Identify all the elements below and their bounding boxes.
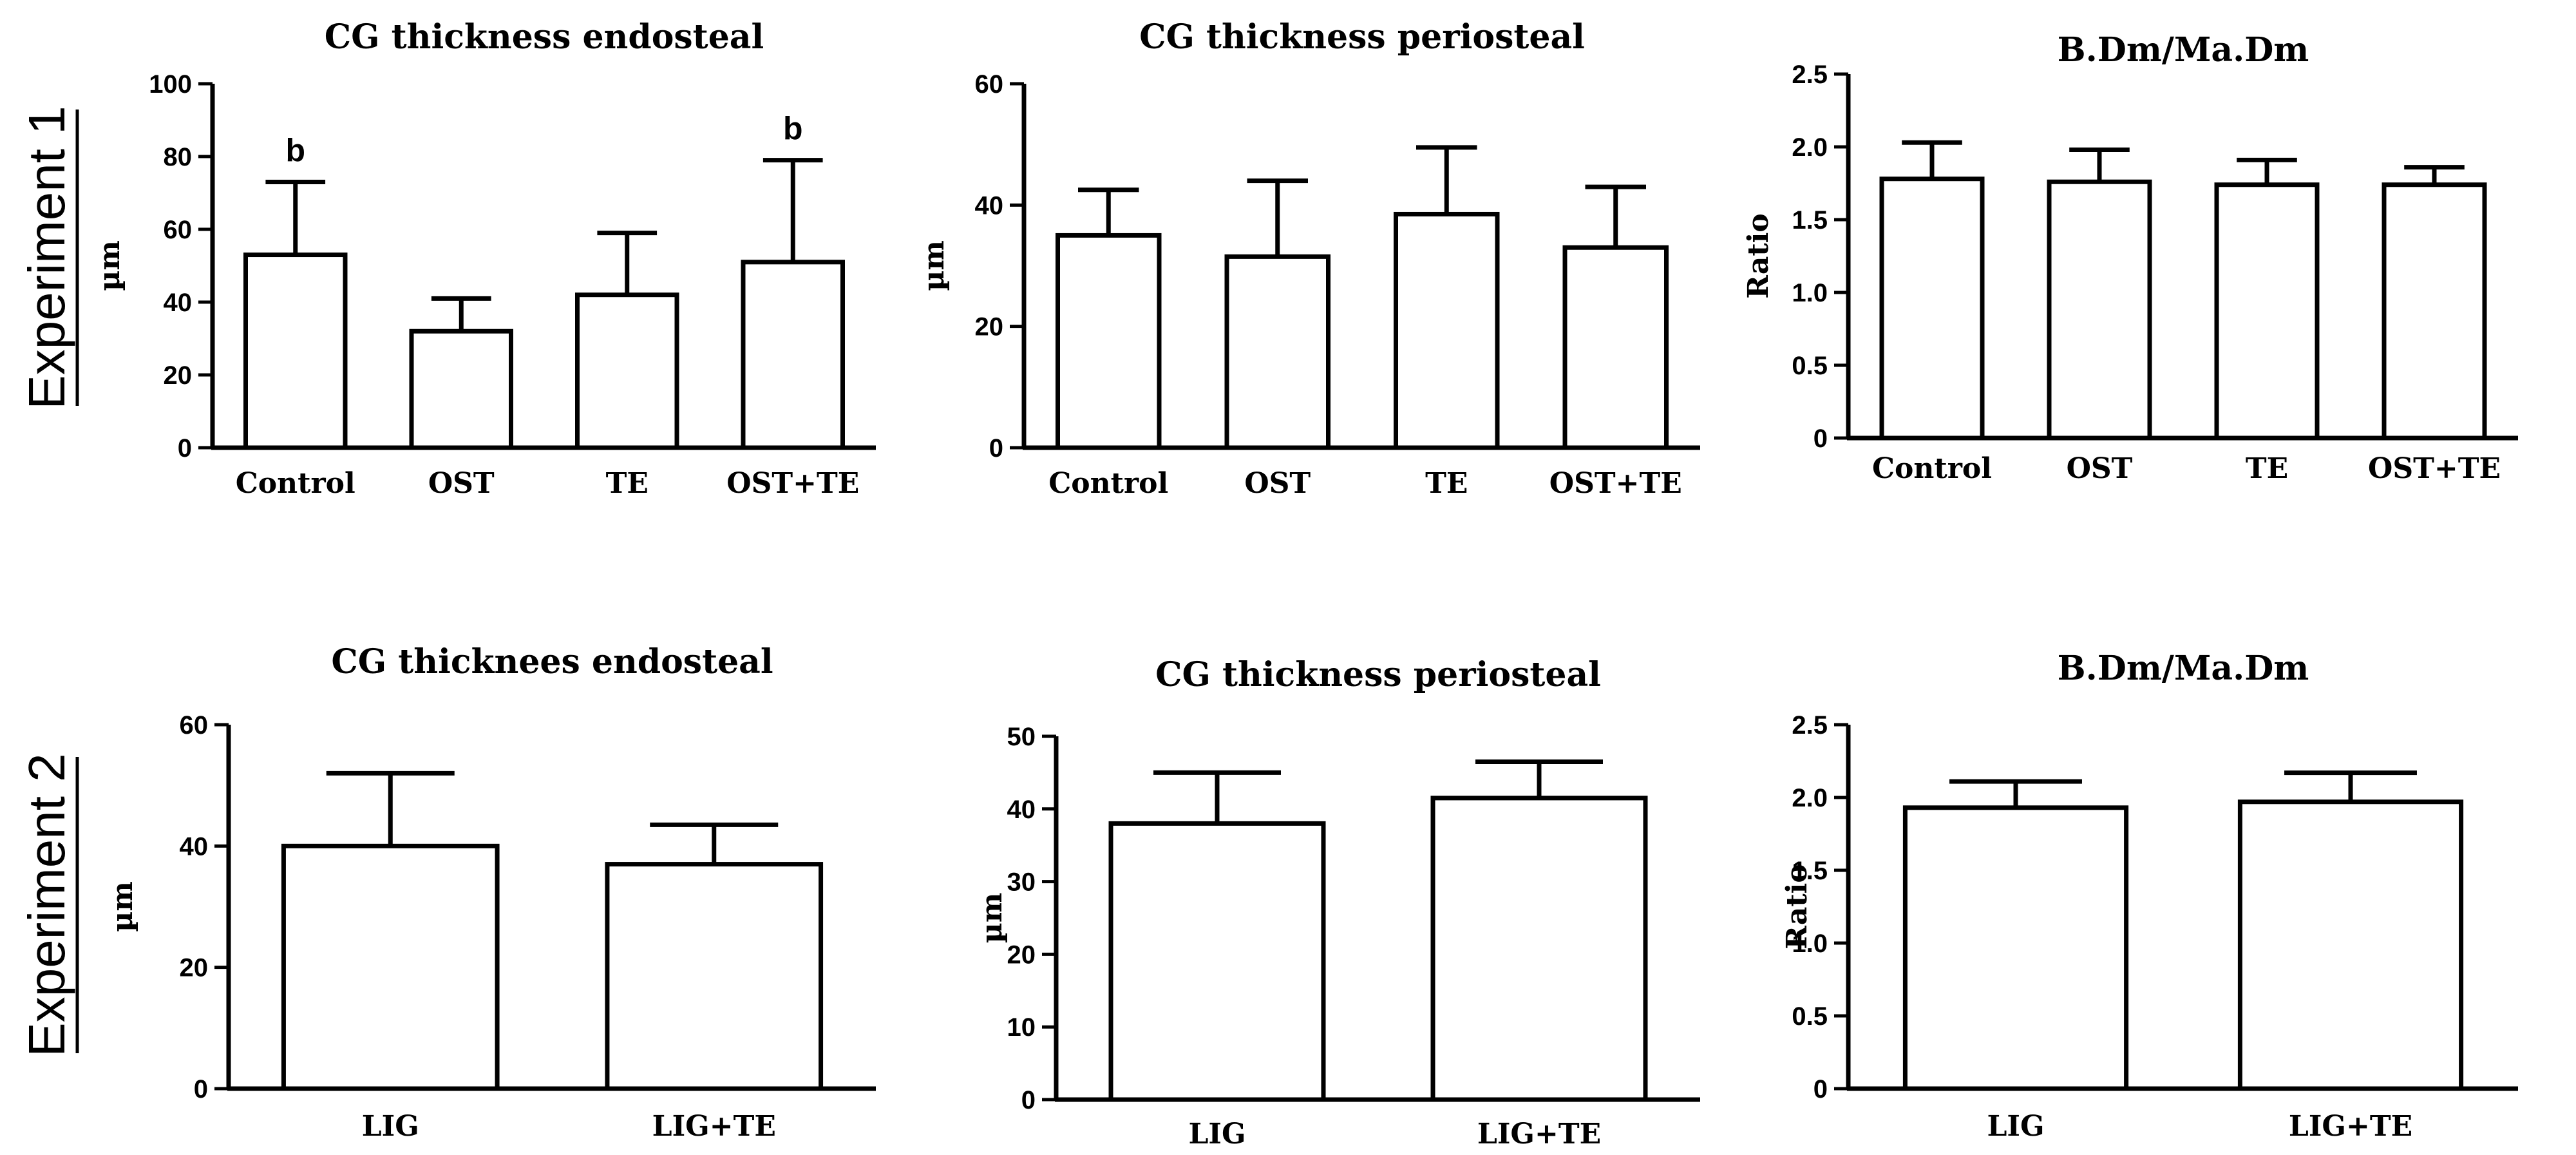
x-category-label: TE bbox=[1425, 467, 1468, 500]
y-tick-label: 10 bbox=[1007, 1013, 1036, 1042]
y-axis-label: µm bbox=[106, 881, 139, 932]
x-category-label: OST bbox=[428, 467, 495, 500]
chart-cg-thickness-endosteal-exp1: CG thickness endosteal µm 0 20 40 60 80 100 b Con… bbox=[93, 17, 876, 500]
y-tick-label: 0 bbox=[1814, 425, 1828, 453]
y-tick-label: 80 bbox=[164, 143, 193, 171]
y-tick-label: 0.5 bbox=[1792, 352, 1828, 380]
bar-ost bbox=[2047, 179, 2152, 441]
chart-title: CG thickness endosteal bbox=[325, 17, 764, 57]
y-tick-label: 40 bbox=[164, 289, 193, 317]
y-tick-label: 60 bbox=[975, 70, 1004, 99]
y-axis-label: Ratio bbox=[1781, 864, 1814, 949]
x-category-label: Control bbox=[1048, 467, 1168, 500]
bar-lig bbox=[1108, 821, 1326, 1102]
chart-bdm-madm-exp1: B.Dm/Ma.Dm Ratio 0 0.5 1.0 1.5 2.0 2.5 Control OS… bbox=[1742, 30, 2518, 485]
significance-annotation: b bbox=[783, 111, 803, 147]
x-category-label: LIG bbox=[1987, 1110, 2044, 1143]
row-label-text: Experiment 2 bbox=[18, 753, 75, 1056]
chart-cg-thickness-periosteal-exp2: CG thickness periosteal µm 0 10 20 30 40 50 LIG L… bbox=[976, 655, 1700, 1150]
bar-control bbox=[1879, 177, 1985, 441]
bar-control bbox=[1056, 233, 1162, 450]
bar-te bbox=[2214, 182, 2320, 441]
x-category-label: TE bbox=[2246, 452, 2288, 485]
y-tick-label: 40 bbox=[180, 832, 209, 861]
chart-title: CG thicknees endosteal bbox=[331, 642, 773, 682]
x-category-label: Control bbox=[1872, 452, 1992, 485]
chart-bdm-madm-exp2: B.Dm/Ma.Dm Ratio 0 0.5 1.0 1.5 2.0 2.5 LIG LIG+TE bbox=[1781, 649, 2518, 1143]
y-tick-label: 40 bbox=[1007, 796, 1036, 824]
y-tick-label: 2.5 bbox=[1792, 711, 1828, 740]
y-tick-label: 2.5 bbox=[1792, 61, 1828, 89]
row-label-experiment-2: Experiment 2 bbox=[18, 753, 79, 1057]
x-category-label: OST+TE bbox=[1549, 467, 1682, 500]
x-category-label: LIG+TE bbox=[2289, 1110, 2412, 1143]
chart-title: B.Dm/Ma.Dm bbox=[2058, 30, 2309, 70]
bar-lig-te bbox=[2237, 799, 2464, 1091]
bar-ost-te bbox=[1562, 245, 1669, 450]
bar-ost-te bbox=[741, 260, 845, 450]
x-category-label: OST bbox=[1244, 467, 1311, 500]
y-tick-label: 60 bbox=[180, 711, 209, 740]
y-axis-label: µm bbox=[918, 240, 951, 291]
y-axis-label: µm bbox=[93, 240, 126, 291]
y-tick-label: 20 bbox=[180, 954, 209, 982]
x-category-label: OST+TE bbox=[2368, 452, 2501, 485]
y-tick-label: 1.5 bbox=[1792, 857, 1828, 885]
y-tick-label: 2.0 bbox=[1792, 133, 1828, 162]
x-category-label: OST+TE bbox=[726, 467, 859, 500]
y-tick-label: 0 bbox=[194, 1075, 208, 1103]
bar-lig-te bbox=[605, 862, 824, 1091]
y-tick-label: 50 bbox=[1007, 723, 1036, 751]
x-category-label: LIG+TE bbox=[1477, 1118, 1601, 1150]
chart-title: B.Dm/Ma.Dm bbox=[2058, 649, 2309, 688]
bar-lig bbox=[1902, 805, 2129, 1091]
y-tick-label: 0 bbox=[989, 434, 1003, 463]
bar-ost bbox=[1224, 254, 1331, 450]
bar-te bbox=[575, 292, 679, 450]
row-label-experiment-1: Experiment 1 bbox=[18, 106, 79, 410]
bar-te bbox=[1394, 211, 1500, 450]
y-tick-label: 100 bbox=[149, 70, 192, 99]
chart-cg-thickness-endosteal-exp2: CG thicknees endosteal µm 0 20 40 60 LIG LIG+TE bbox=[106, 642, 876, 1143]
y-tick-label: 1.5 bbox=[1792, 206, 1828, 234]
x-category-label: Control bbox=[236, 467, 355, 500]
bar-lig bbox=[281, 843, 500, 1091]
bar-lig-te bbox=[1430, 796, 1648, 1102]
chart-title: CG thickness periosteal bbox=[1155, 655, 1601, 694]
y-axis-label: µm bbox=[976, 893, 1009, 944]
y-axis-label: Ratio bbox=[1742, 213, 1775, 298]
x-category-label: LIG+TE bbox=[652, 1110, 776, 1143]
y-tick-label: 20 bbox=[164, 361, 193, 390]
y-tick-label: 0 bbox=[1814, 1075, 1828, 1103]
x-category-label: OST bbox=[2067, 452, 2133, 485]
significance-annotation: b bbox=[285, 133, 305, 169]
chart-cg-thickness-periosteal-exp1: CG thickness periosteal µm 0 20 40 60 Control O… bbox=[918, 17, 1700, 500]
bar-ost bbox=[409, 329, 513, 450]
y-tick-label: 20 bbox=[1007, 940, 1036, 969]
bar-control bbox=[243, 253, 348, 450]
y-tick-label: 0 bbox=[178, 434, 192, 463]
y-tick-label: 40 bbox=[975, 191, 1004, 220]
y-tick-label: 1.0 bbox=[1792, 279, 1828, 307]
x-category-label: LIG bbox=[362, 1110, 419, 1143]
bar-ost-te bbox=[2382, 182, 2487, 441]
x-category-label: LIG bbox=[1188, 1118, 1245, 1150]
y-tick-label: 0.5 bbox=[1792, 1002, 1828, 1031]
y-tick-label: 1.0 bbox=[1792, 930, 1828, 958]
y-tick-label: 0 bbox=[1021, 1086, 1036, 1114]
chart-title: CG thickness periosteal bbox=[1139, 17, 1585, 57]
y-tick-label: 20 bbox=[975, 313, 1004, 341]
x-category-label: TE bbox=[606, 467, 649, 500]
row-label-text: Experiment 1 bbox=[18, 106, 75, 409]
y-tick-label: 2.0 bbox=[1792, 784, 1828, 812]
y-tick-label: 30 bbox=[1007, 868, 1036, 897]
y-tick-label: 60 bbox=[164, 216, 193, 244]
